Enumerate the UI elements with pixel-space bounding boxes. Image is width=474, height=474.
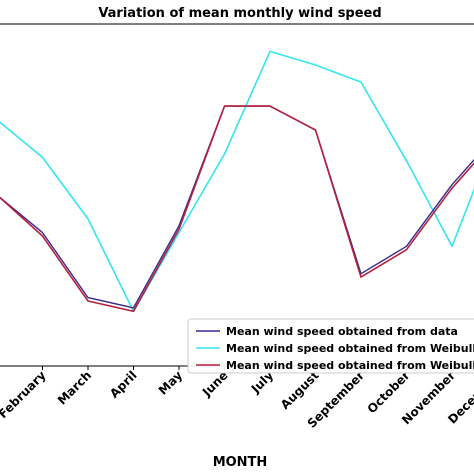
- legend-entry-3: Mean wind speed obtained from Weibull: [226, 359, 474, 372]
- series-line-3: [0, 105, 474, 313]
- x-tick-label: October: [365, 368, 413, 416]
- series-layer: [0, 50, 474, 313]
- series-line-2: [0, 50, 474, 313]
- x-tick-label: April: [107, 368, 140, 401]
- x-tick-label: February: [0, 368, 49, 421]
- x-axis-label: MONTH: [213, 455, 268, 470]
- x-tick-label: August: [278, 368, 322, 412]
- legend-entry-1: Mean wind speed obtained from data: [226, 325, 458, 338]
- legend: Mean wind speed obtained from data Mean w…: [187, 318, 474, 374]
- legend-box: [187, 318, 474, 374]
- chart-title: Variation of mean monthly wind speed: [98, 6, 381, 21]
- x-tick-label: May: [156, 368, 185, 397]
- x-tick-label: March: [55, 368, 94, 407]
- legend-entry-2: Mean wind speed obtained from Weibull: [226, 342, 474, 355]
